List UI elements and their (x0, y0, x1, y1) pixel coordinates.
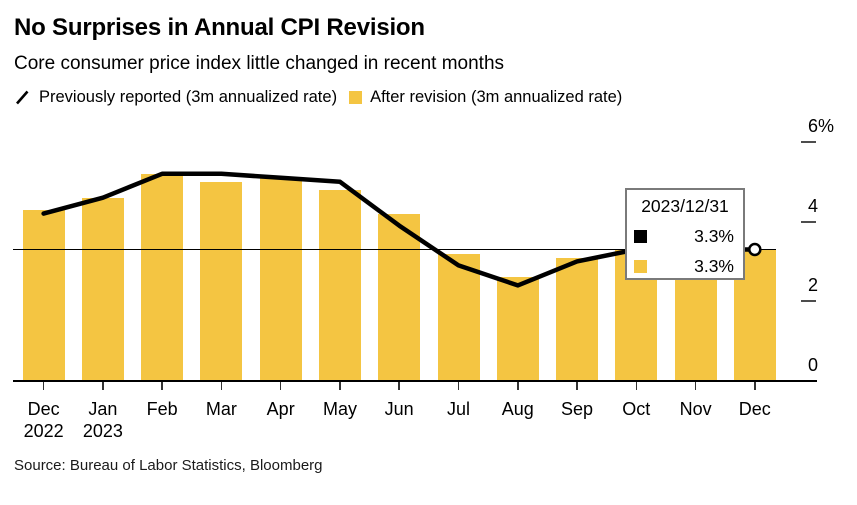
y-axis-tick (801, 140, 816, 143)
x-axis-tick (279, 382, 282, 390)
bar-Aug[interactable] (496, 277, 539, 381)
x-axis-label-nov: Nov (679, 399, 712, 419)
tooltip-date: 2023/12/31 (641, 196, 729, 216)
x-axis-label-feb: Feb (146, 399, 178, 419)
line-series-swatch-icon (634, 230, 647, 243)
bar-Jan-2023[interactable] (81, 197, 124, 381)
y-axis-tick (801, 220, 816, 223)
x-axis-tick (576, 382, 578, 390)
chart-subtitle: Core consumer price index little changed… (14, 53, 505, 74)
line-slash-icon (16, 90, 29, 105)
x-axis-label-mar: Mar (205, 399, 237, 419)
bar-Sep[interactable] (556, 257, 598, 381)
bar-series-swatch-icon (634, 260, 647, 273)
bar-Feb[interactable] (141, 173, 184, 381)
bar-Apr[interactable] (259, 177, 302, 381)
x-axis-tick (694, 382, 697, 390)
x-axis-label-jan: Jan 2023 (82, 399, 123, 441)
legend-label: After revision (3m annualized rate) (370, 88, 623, 106)
legend-item-after-revision[interactable]: After revision (3m annualized rate) (349, 88, 622, 107)
x-axis-tick (102, 382, 104, 390)
x-axis-label-aug: Aug (501, 399, 534, 419)
x-axis-label-may: May (322, 399, 357, 419)
x-axis-tick (339, 382, 341, 390)
x-axis-tick (220, 382, 223, 390)
y-axis-label-2: 2 (808, 275, 819, 296)
x-axis-tick (457, 382, 460, 390)
x-axis-line (13, 380, 817, 382)
x-axis-label-dec: Dec (738, 399, 771, 419)
x-axis-tick (42, 382, 45, 390)
x-axis-tick (635, 382, 638, 390)
x-axis-tick (161, 382, 163, 390)
x-axis-label-apr: Apr (266, 399, 295, 419)
y-axis-label-4: 4 (808, 195, 819, 216)
x-axis-tick (398, 382, 400, 390)
y-axis-tick (801, 300, 816, 303)
bar-May[interactable] (319, 189, 361, 381)
x-axis-label-jul: Jul (446, 399, 470, 419)
legend-label: Previously reported (3m annualized rate) (39, 88, 338, 106)
bar-Jun[interactable] (378, 213, 421, 381)
x-axis-label-oct: Oct (622, 399, 651, 419)
x-axis-label-sep: Sep (560, 399, 594, 419)
tooltip: 2023/12/31 3.3% 3.3% (625, 188, 745, 280)
tooltip-row-after-revision: 3.3% (627, 256, 743, 277)
y-axis-label-0: 0 (808, 355, 819, 375)
page-title: No Surprises in Annual CPI Revision (14, 14, 425, 41)
x-axis-tick (517, 382, 519, 390)
legend-item-previously-reported[interactable]: Previously reported (3m annualized rate) (14, 88, 337, 107)
tooltip-value: 3.3% (694, 226, 734, 246)
bar-Jul[interactable] (437, 253, 480, 381)
y-axis-label-6: 6% (808, 115, 835, 136)
x-axis-label-jun: Jun (384, 399, 414, 419)
x-axis-tick (754, 382, 756, 390)
tooltip-row-previously-reported: 3.3% (627, 226, 743, 247)
tooltip-value: 3.3% (694, 256, 734, 276)
x-axis-label-dec: Dec 2022 (23, 399, 64, 441)
bar-Mar[interactable] (200, 181, 243, 382)
bar-Dec-2022[interactable] (22, 209, 65, 381)
legend: Previously reported (3m annualized rate)… (14, 88, 622, 107)
source-attribution: Source: Bureau of Labor Statistics, Bloo… (14, 457, 323, 474)
bar-square-icon (349, 91, 363, 104)
